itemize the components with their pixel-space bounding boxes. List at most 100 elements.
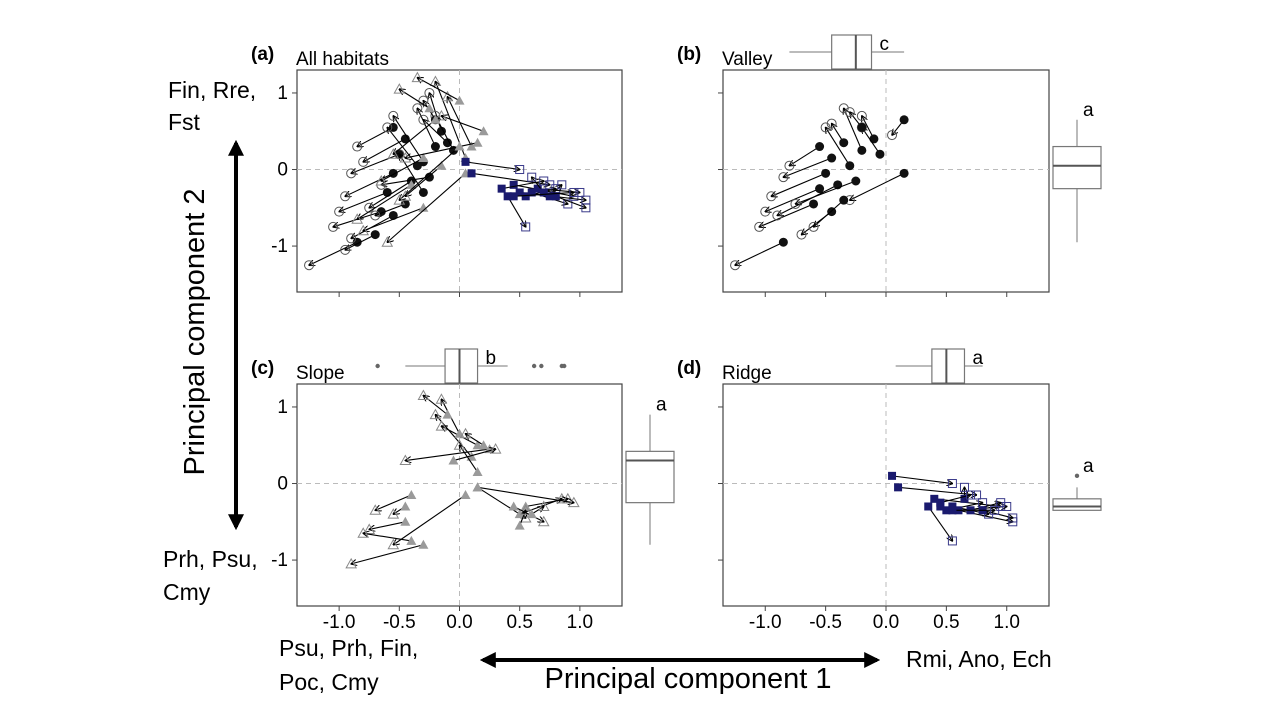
movement-arrow xyxy=(501,181,544,190)
movement-arrow xyxy=(363,138,406,162)
slope-start-point xyxy=(436,160,447,170)
movement-arrow xyxy=(735,241,784,265)
ridge-start-point xyxy=(894,483,903,492)
ridge-start-point xyxy=(527,188,536,197)
slope-start-point xyxy=(406,535,417,545)
slope-end-point xyxy=(393,194,406,205)
ridge-start-point xyxy=(545,192,554,201)
slope-end-point xyxy=(459,427,472,439)
ridge-end-point xyxy=(972,490,982,500)
movement-arrow xyxy=(363,533,412,542)
slope-end-point xyxy=(357,224,370,236)
valley-end-point xyxy=(334,206,345,217)
box xyxy=(1052,498,1102,511)
significance-letter: a xyxy=(1083,100,1094,121)
x-tick-label: -1.0 xyxy=(749,612,782,633)
movement-arrow xyxy=(940,495,970,504)
valley-start-point xyxy=(875,149,885,159)
panel-all-habitats: -1 0 1(a) All habitats xyxy=(251,44,623,297)
significance-letter: c xyxy=(880,34,890,55)
slope-end-point xyxy=(345,557,358,569)
slope-start-point xyxy=(508,501,519,511)
series-slope xyxy=(351,71,489,247)
x-left-label-line1: Psu, Prh, Fin, xyxy=(279,635,418,661)
slope-end-point xyxy=(537,500,550,511)
y-bottom-label-line2: Cmy xyxy=(163,579,211,605)
slope-start-point xyxy=(472,467,483,477)
slope-end-point xyxy=(429,75,442,86)
valley-end-point xyxy=(790,198,801,209)
valley-end-point xyxy=(358,156,369,167)
movement-arrow xyxy=(339,191,388,211)
valley-start-point xyxy=(778,237,788,247)
ridge-start-point xyxy=(948,506,957,515)
slope-end-point xyxy=(441,90,454,102)
box xyxy=(444,348,479,384)
y-tick-label: -1 xyxy=(271,236,288,257)
movement-arrow xyxy=(862,127,881,155)
y-tick-label: 1 xyxy=(277,83,288,104)
ridge-end-point xyxy=(539,176,549,186)
valley-start-point xyxy=(442,138,452,148)
panel-title: Ridge xyxy=(722,363,772,384)
slope-end-point xyxy=(489,443,502,454)
slope-end-point xyxy=(375,174,388,186)
outlier xyxy=(531,363,537,369)
valley-start-point xyxy=(815,184,825,194)
panel-valley: (b) Valley xyxy=(677,44,1050,297)
movement-arrow xyxy=(927,506,952,540)
ridge-start-point xyxy=(467,169,476,178)
slope-start-point xyxy=(418,539,429,549)
valley-start-point xyxy=(815,142,825,152)
movement-arrow xyxy=(777,184,838,216)
significance-letter: a xyxy=(972,348,983,369)
ridge-start-point xyxy=(539,188,548,197)
movement-arrow xyxy=(513,192,574,197)
movement-arrow xyxy=(405,142,478,158)
movement-arrow xyxy=(441,116,484,132)
significance-letter: a xyxy=(656,395,667,416)
valley-end-point xyxy=(766,191,777,202)
valley-end-point xyxy=(418,114,429,125)
slope-start-point xyxy=(478,440,489,450)
slope-start-point xyxy=(466,141,477,151)
ridge-start-point xyxy=(930,494,939,503)
valley-end-point xyxy=(826,118,837,129)
valley-start-point xyxy=(418,187,428,197)
ridge-end-point xyxy=(569,187,579,197)
valley-start-point xyxy=(899,168,909,178)
valley-end-point xyxy=(352,141,363,152)
valley-end-point xyxy=(754,221,765,232)
slope-start-point xyxy=(400,516,411,526)
slope-start-point xyxy=(514,520,525,530)
valley-end-point xyxy=(388,110,399,121)
ridge-start-point xyxy=(533,184,542,193)
slope-start-point xyxy=(460,490,471,499)
x-left-label-line2: Poc, Cmy xyxy=(279,669,379,695)
valley-end-point xyxy=(772,210,783,221)
movement-arrow xyxy=(393,119,436,154)
slope-end-point xyxy=(351,213,364,224)
movement-arrow xyxy=(393,494,466,545)
valley-end-point xyxy=(887,130,898,141)
boxplot-vertical: a xyxy=(1052,456,1102,511)
slope-end-point xyxy=(453,439,466,450)
box xyxy=(1052,145,1102,190)
slope-start-point xyxy=(430,114,441,124)
slope-end-point xyxy=(393,83,406,94)
slope-end-point xyxy=(411,71,424,83)
boxplot-horizontal: b xyxy=(375,348,567,384)
movement-arrow xyxy=(381,157,424,181)
valley-start-point xyxy=(899,115,909,125)
y-top-label-line2: Fst xyxy=(168,109,201,135)
slope-end-point xyxy=(387,148,400,159)
panel-slope: -1.0 -0.5 0.0 0.5 1.0 -1 0 1(c) Slope xyxy=(251,358,623,633)
movement-arrow xyxy=(477,486,574,502)
movement-arrow xyxy=(555,195,586,207)
movement-arrow xyxy=(789,146,820,166)
valley-end-point xyxy=(370,210,381,221)
valley-start-point xyxy=(370,230,380,240)
ridge-start-point xyxy=(936,498,945,507)
series-slope xyxy=(345,389,580,569)
slope-start-point xyxy=(526,509,537,519)
